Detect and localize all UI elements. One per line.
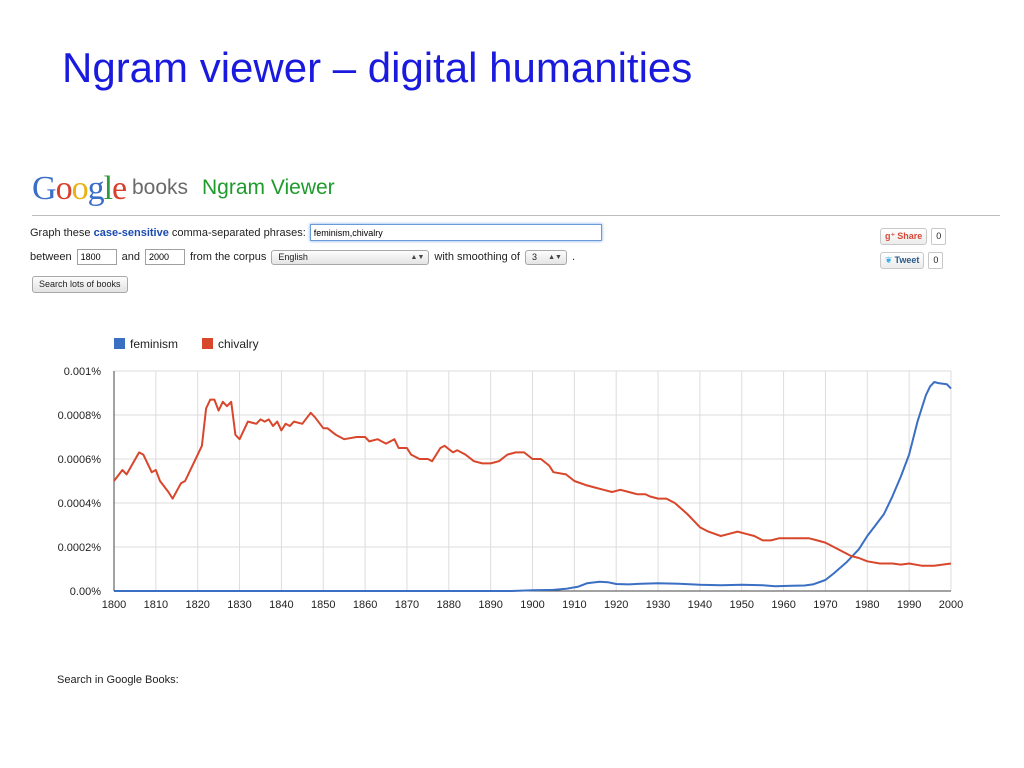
y-tick-label: 0.001%	[64, 366, 102, 378]
share-widget: g⁺ Share 0	[880, 228, 947, 245]
legend-label-chivalry[interactable]: chivalry	[218, 337, 259, 351]
smoothing-value: 3	[531, 252, 537, 262]
y-tick-label: 0.0008%	[58, 410, 102, 422]
tweet-button[interactable]: ❦ Tweet	[880, 252, 925, 269]
google-logo[interactable]: Google	[32, 170, 127, 208]
and-label: and	[121, 251, 140, 263]
smoothing-label: with smoothing of	[434, 251, 520, 263]
x-tick-label: 1940	[688, 599, 712, 611]
range-row: between and from the corpus English ▲▼ wi…	[30, 249, 575, 265]
tweet-count: 0	[928, 252, 944, 269]
x-tick-label: 1960	[771, 599, 795, 611]
search-in-books-label: Search in Google Books:	[57, 674, 179, 686]
updown-arrows-icon: ▲▼	[410, 253, 425, 261]
google-plus-icon: g⁺	[885, 231, 896, 241]
twitter-bird-icon: ❦	[885, 255, 893, 265]
y-tick-label: 0.00%	[70, 586, 101, 598]
x-tick-label: 1870	[395, 599, 419, 611]
share-label: Share	[897, 231, 923, 241]
legend-label-feminism[interactable]: feminism	[130, 337, 178, 351]
x-tick-label: 1910	[562, 599, 586, 611]
logo-letter: e	[112, 170, 127, 207]
x-tick-label: 1810	[144, 599, 168, 611]
app-name: Ngram Viewer	[202, 176, 335, 199]
logo-letter: o	[71, 170, 89, 207]
x-tick-label: 2000	[939, 599, 963, 611]
slide-title: Ngram viewer – digital humanities	[62, 44, 693, 91]
x-tick-label: 1890	[478, 599, 502, 611]
smoothing-select[interactable]: 3 ▲▼	[524, 249, 567, 265]
x-tick-label: 1980	[855, 599, 879, 611]
y-tick-label: 0.0006%	[58, 454, 102, 466]
search-books-button[interactable]: Search lots of books	[32, 276, 128, 293]
x-tick-label: 1970	[813, 599, 837, 611]
x-tick-label: 1920	[604, 599, 628, 611]
x-tick-label: 1820	[185, 599, 209, 611]
logo-letter: l	[103, 170, 114, 207]
ngram-chart[interactable]: 1800 1810 1820 1830 1840 1850 1860 1870 1880 1890…	[0, 160, 1000, 620]
x-tick-label: 1860	[353, 599, 377, 611]
phrases-row: Graph these case-sensitive comma-separat…	[30, 224, 602, 241]
x-tick-label: 1850	[311, 599, 335, 611]
corpus-value: English	[278, 252, 308, 262]
x-tick-label: 1840	[269, 599, 293, 611]
share-count: 0	[931, 228, 947, 245]
x-tick-label: 1880	[437, 599, 461, 611]
between-label: between	[30, 251, 72, 263]
header-divider	[32, 215, 1000, 216]
tweet-label: Tweet	[894, 255, 920, 265]
x-tick-label: 1800	[102, 599, 126, 611]
y-tick-label: 0.0004%	[58, 498, 102, 510]
legend-swatch-chivalry[interactable]	[202, 338, 213, 349]
corpus-select[interactable]: English ▲▼	[271, 249, 430, 265]
graph-prefix: Graph these	[30, 226, 91, 239]
x-tick-label: 1900	[520, 599, 544, 611]
share-button[interactable]: g⁺ Share	[880, 228, 928, 245]
ngram-screenshot: Google books Ngram Viewer Graph these ca…	[0, 160, 1000, 700]
x-tick-label: 1830	[227, 599, 251, 611]
legend-swatch-feminism[interactable]	[114, 338, 125, 349]
phrases-input[interactable]	[309, 224, 602, 241]
end-year-input[interactable]	[144, 249, 185, 265]
start-year-input[interactable]	[76, 249, 117, 265]
series-line-feminism[interactable]	[114, 381, 952, 592]
updown-arrows-icon: ▲▼	[548, 253, 562, 261]
smoothing-suffix: .	[571, 251, 576, 263]
x-tick-label: 1990	[897, 599, 921, 611]
logo-letter: G	[32, 170, 57, 207]
logo-letter: o	[55, 170, 73, 207]
x-tick-label: 1930	[646, 599, 670, 611]
series-line-chivalry[interactable]	[113, 398, 952, 567]
case-sensitive-link[interactable]: case-sensitive	[93, 226, 169, 239]
corpus-label: from the corpus	[189, 251, 267, 263]
tweet-widget: ❦ Tweet 0	[880, 252, 944, 269]
graph-suffix: comma-separated phrases:	[171, 226, 306, 239]
logo-letter: g	[87, 170, 105, 207]
x-tick-label: 1950	[730, 599, 754, 611]
books-label: books	[132, 176, 189, 199]
y-tick-label: 0.0002%	[58, 542, 102, 554]
